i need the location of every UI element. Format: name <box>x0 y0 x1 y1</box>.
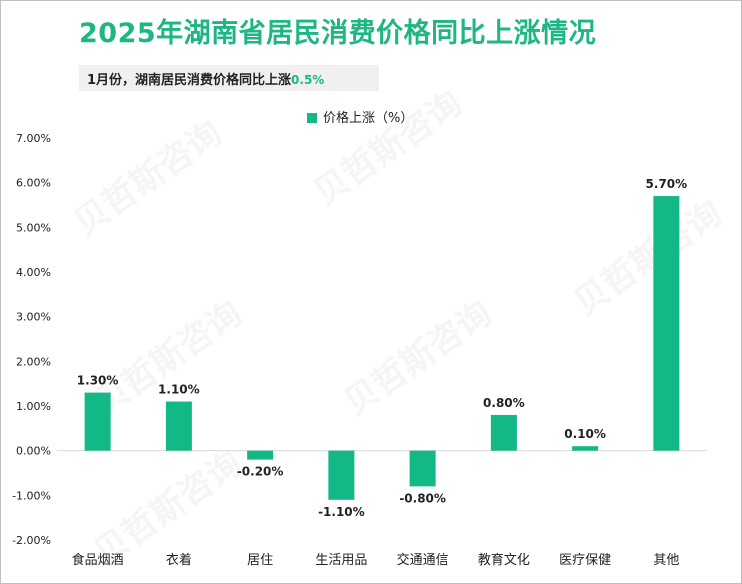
bar <box>165 401 192 451</box>
bar <box>84 392 111 451</box>
x-tick-label: 医疗保健 <box>559 553 611 568</box>
y-tick-label: 1.00% <box>16 400 51 413</box>
y-tick-label: 7.00% <box>16 132 51 145</box>
legend: 价格上涨（%） <box>307 107 413 126</box>
legend-label: 价格上涨（%） <box>323 111 414 126</box>
y-tick-label: 6.00% <box>16 177 51 190</box>
data-label: -0.80% <box>399 491 446 505</box>
data-label: -1.10% <box>318 505 365 519</box>
data-label: 0.80% <box>483 396 525 410</box>
x-tick-label: 食品烟酒 <box>72 552 124 568</box>
legend-swatch <box>307 113 317 123</box>
chart-title: 2025年湖南省居民消费价格同比上涨情况 <box>79 18 597 49</box>
subtitle-prefix: 1月份，湖南居民消费价格同比上涨 <box>87 73 292 88</box>
subtitle-box: 1月份，湖南居民消费价格同比上涨0.5% <box>79 65 379 91</box>
x-tick-label: 居住 <box>247 553 273 568</box>
y-tick-label: -2.00% <box>12 534 51 547</box>
subtitle-text: 1月份，湖南居民消费价格同比上涨0.5% <box>87 69 324 88</box>
y-tick-label: 4.00% <box>16 266 51 279</box>
y-tick-label: 0.00% <box>16 445 51 458</box>
data-label: 5.70% <box>646 177 688 191</box>
subtitle-value: 0.5% <box>291 73 325 87</box>
y-tick-label: -1.00% <box>12 489 51 502</box>
data-label: 0.10% <box>564 427 606 441</box>
x-tick-label: 生活用品 <box>315 553 367 568</box>
x-tick-label: 教育文化 <box>478 552 530 568</box>
x-tick-label: 交通通信 <box>397 552 449 568</box>
data-label: 1.30% <box>77 374 119 388</box>
bar <box>247 450 274 460</box>
bar <box>572 446 599 451</box>
x-tick-label: 其他 <box>653 553 679 568</box>
bar <box>490 414 517 451</box>
bar <box>653 196 680 451</box>
y-tick-label: 5.00% <box>16 221 51 234</box>
bar <box>409 450 436 487</box>
data-label: 1.10% <box>158 383 200 397</box>
data-label: -0.20% <box>237 465 284 479</box>
x-tick-label: 衣着 <box>166 552 192 568</box>
y-tick-label: 2.00% <box>16 355 51 368</box>
y-tick-label: 3.00% <box>16 311 51 324</box>
bar <box>328 450 355 500</box>
